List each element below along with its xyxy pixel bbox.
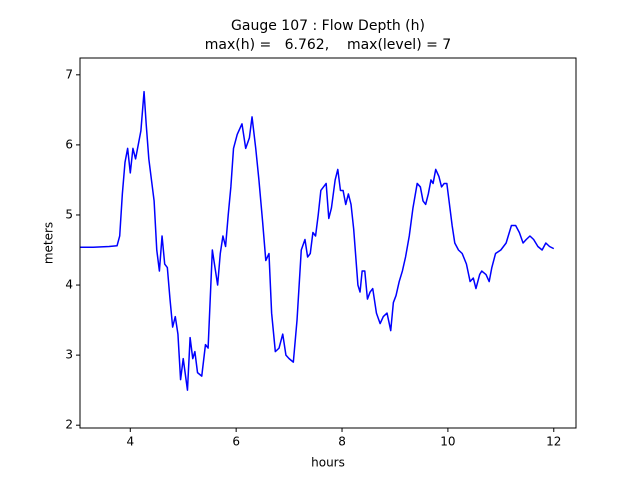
- chart-title: Gauge 107 : Flow Depth (h): [231, 18, 425, 34]
- y-tick-label: 6: [65, 137, 73, 151]
- data-line: [80, 90, 555, 391]
- y-axis-label: meters: [42, 222, 56, 264]
- y-tick-label: 7: [65, 67, 73, 81]
- x-tick-label: 8: [338, 435, 346, 449]
- y-tick-label: 3: [65, 348, 73, 362]
- chart-subtitle: max(h) = 6.762, max(level) = 7: [205, 37, 451, 53]
- x-tick-label: 4: [126, 435, 134, 449]
- x-tick-label: 10: [440, 435, 455, 449]
- y-tick-label: 5: [65, 207, 73, 221]
- y-tick-label: 2: [65, 418, 73, 432]
- x-axis-label: hours: [311, 456, 345, 470]
- plot-frame: [79, 57, 577, 429]
- y-tick-label: 4: [65, 278, 73, 292]
- x-tick-label: 6: [232, 435, 240, 449]
- x-tick-label: 12: [546, 435, 561, 449]
